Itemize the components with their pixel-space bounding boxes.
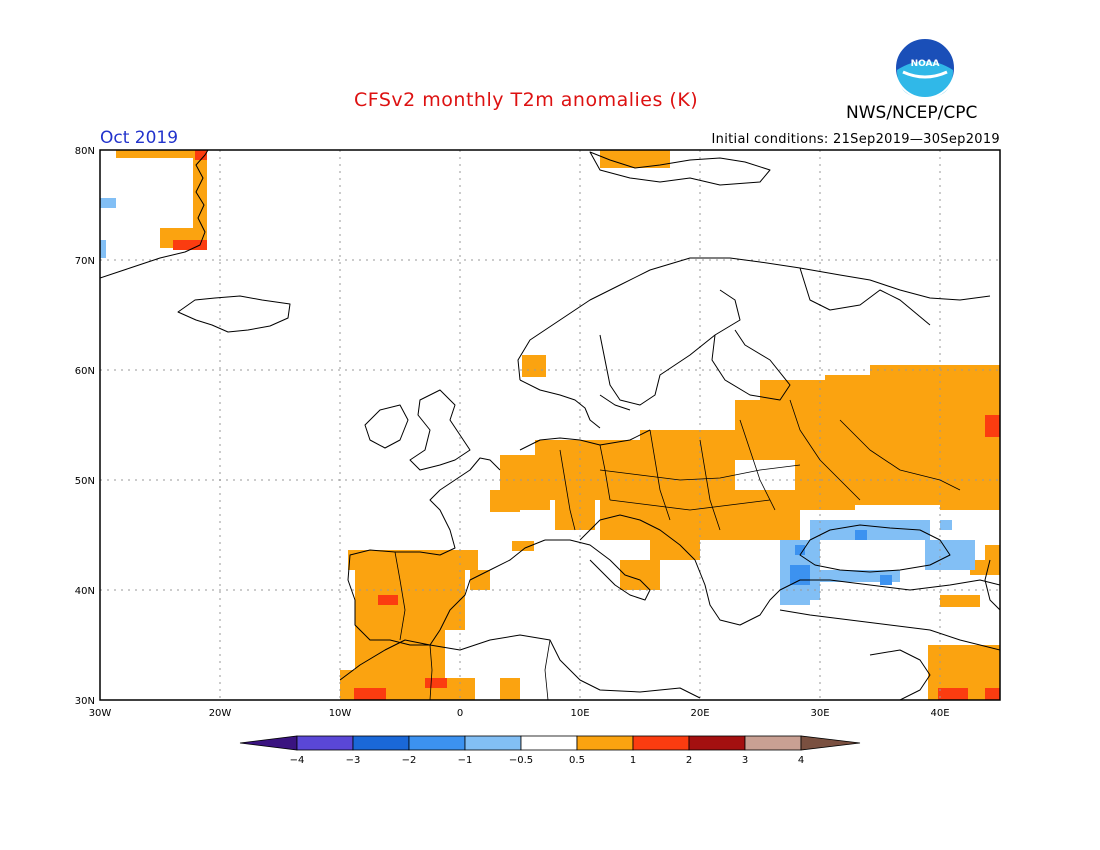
legend-bin-neutral [520, 735, 578, 751]
legend-bin-above-4 [800, 735, 861, 751]
map-content [100, 150, 1000, 700]
legend-label-05: 0.5 [569, 755, 585, 766]
agency-label: NWS/NCEP/CPC [846, 103, 978, 123]
lat-tick-50n: 50N [75, 476, 95, 487]
legend-label-1: 1 [630, 755, 636, 766]
legend-label-m05: −0.5 [509, 755, 533, 766]
lat-tick-labels: 30N 40N 50N 60N 70N 80N [75, 146, 95, 707]
lon-tick-20w: 20W [209, 708, 232, 719]
lon-tick-10w: 10W [329, 708, 352, 719]
noaa-logo: NOAA [894, 37, 956, 99]
legend-bin-2-3 [688, 735, 746, 751]
legend-bin-1-2 [632, 735, 690, 751]
lon-tick-labels: 30W 20W 10W 0 10E 20E 30E 40E [89, 708, 950, 719]
legend-bin-below-m4 [239, 735, 298, 751]
graticule [100, 150, 1000, 700]
lon-tick-0: 0 [457, 708, 463, 719]
map-title: CFSv2 monthly T2m anomalies (K) [354, 89, 699, 111]
initial-conditions-label: Initial conditions: 21Sep2019—30Sep2019 [711, 132, 1000, 147]
legend-bin-m4-m3 [296, 735, 354, 751]
lon-tick-40e: 40E [930, 708, 949, 719]
lat-tick-40n: 40N [75, 586, 95, 597]
lat-tick-60n: 60N [75, 366, 95, 377]
lon-tick-20e: 20E [690, 708, 709, 719]
legend-bin-3-4 [744, 735, 802, 751]
noaa-logo-text: NOAA [911, 59, 940, 69]
legend-bin-m1-m05 [464, 735, 522, 751]
legend-label-m3: −3 [346, 755, 361, 766]
coastlines [100, 150, 1000, 700]
lat-tick-70n: 70N [75, 256, 95, 267]
legend-bin-05-1 [576, 735, 634, 751]
legend-label-4: 4 [798, 755, 804, 766]
lon-tick-30e: 30E [810, 708, 829, 719]
legend-label-2: 2 [686, 755, 692, 766]
map-frame [99, 149, 1001, 701]
anomaly-cells-red [173, 150, 1000, 700]
lat-tick-80n: 80N [75, 146, 95, 157]
legend-label-m1: −1 [458, 755, 473, 766]
lon-tick-30w: 30W [89, 708, 112, 719]
legend-label-3: 3 [742, 755, 748, 766]
legend-label-m4: −4 [290, 755, 305, 766]
lat-tick-30n: 30N [75, 696, 95, 707]
month-label: Oct 2019 [100, 128, 179, 148]
legend-label-m2: −2 [402, 755, 417, 766]
lon-tick-10e: 10E [570, 708, 589, 719]
legend-bin-m3-m2 [352, 735, 410, 751]
legend-bin-m2-m1 [408, 735, 466, 751]
legend-labels: −4 −3 −2 −1 −0.5 0.5 1 2 3 4 [290, 755, 805, 766]
color-legend: −4 −3 −2 −1 −0.5 0.5 1 2 3 4 [239, 735, 861, 766]
